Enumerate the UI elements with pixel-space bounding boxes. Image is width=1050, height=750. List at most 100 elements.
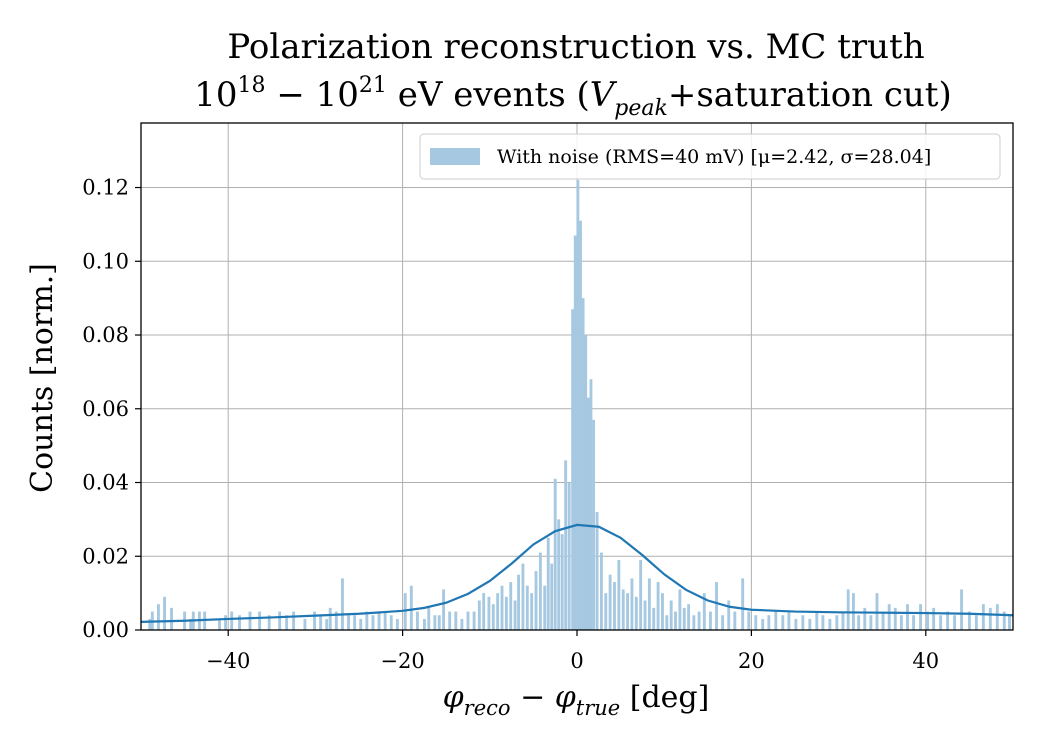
histogram-bar: [170, 607, 173, 630]
histogram-bar: [422, 618, 426, 630]
fit-curve-line: [140, 523, 1014, 623]
histogram-bar: [313, 611, 316, 630]
histogram-bar: [857, 615, 861, 630]
histogram-bar: [377, 611, 381, 630]
histogram-bar: [815, 611, 819, 630]
histogram-bar: [1002, 611, 1006, 630]
histogram-bar: [988, 607, 992, 630]
histogram-bar: [163, 596, 166, 630]
histogram-bars: [148, 180, 1011, 631]
histogram-bar: [530, 593, 534, 630]
axis-ticks: −40 −20 0 20 40 0.00 0.02 0.04 0.06 0.08 0.10 0.12: [82, 176, 939, 673]
histogram-bar: [258, 611, 262, 630]
histogram-bar: [517, 574, 521, 630]
histogram-bar: [359, 618, 363, 630]
x-tick-label: −20: [380, 649, 424, 673]
histogram-bar: [643, 600, 647, 630]
histogram-bar: [846, 589, 850, 630]
histogram-bar: [267, 615, 271, 630]
histogram-bar: [708, 611, 712, 630]
histogram-bar: [626, 593, 630, 630]
histogram-bar: [887, 604, 891, 630]
histogram-bar: [319, 615, 323, 630]
histogram-bar: [692, 615, 696, 630]
histogram-bar: [409, 585, 413, 630]
histogram-bar: [974, 615, 978, 630]
histogram-bar: [721, 615, 725, 630]
histogram-bar: [608, 574, 612, 630]
histogram-bar: [828, 618, 832, 630]
histogram-bar: [415, 611, 419, 630]
histogram-bar: [557, 519, 561, 630]
histogram-bar: [656, 582, 660, 630]
histogram-bar: [821, 615, 825, 630]
histogram-bar: [586, 397, 590, 630]
histogram-bar: [604, 593, 608, 630]
histogram-bar: [454, 611, 458, 630]
y-axis-label: Counts [norm.]: [25, 263, 60, 493]
y-tick-label: 0.02: [82, 544, 129, 568]
y-tick-label: 0.00: [82, 618, 129, 642]
x-axis-label: φreco − φtrue [deg]: [443, 680, 710, 720]
histogram-bar: [674, 611, 677, 630]
histogram-bar: [157, 604, 160, 630]
chart-title-line2: 1018 − 1021 eV events (Vpeak+saturation …: [194, 73, 951, 121]
histogram-bar: [573, 235, 577, 630]
histogram-bar: [863, 607, 867, 630]
histogram-bar: [669, 600, 673, 630]
histogram-bar: [661, 593, 664, 630]
histogram-bar: [466, 611, 470, 630]
histogram-bar: [953, 615, 957, 630]
legend-swatch: [430, 148, 480, 165]
histogram-bar: [546, 537, 550, 630]
histogram-bar: [678, 589, 682, 630]
histogram-bar: [383, 611, 387, 630]
histogram-bar: [328, 607, 332, 630]
histogram-bar: [584, 335, 588, 630]
histogram-bar: [442, 589, 446, 630]
x-tick-label: 0: [570, 649, 583, 673]
histogram-bar: [189, 618, 193, 630]
histogram-bar: [560, 534, 564, 630]
histogram-bar: [579, 220, 582, 631]
histogram-bar: [230, 611, 234, 630]
legend-box: [419, 133, 1001, 180]
y-tick-label: 0.12: [82, 176, 129, 200]
histogram-bar: [613, 582, 616, 630]
histogram-bar: [389, 615, 393, 630]
histogram-bar: [754, 615, 758, 630]
histogram-bar: [148, 618, 152, 630]
histogram-bar: [224, 615, 228, 630]
histogram-bar: [395, 618, 399, 630]
histogram-bar: [500, 585, 504, 630]
histogram-bar: [630, 578, 634, 630]
x-tick-label: 20: [738, 649, 765, 673]
histogram-bar: [567, 482, 571, 630]
histogram-bar: [621, 589, 625, 630]
histogram-bar: [767, 615, 771, 630]
y-tick-label: 0.04: [82, 471, 129, 495]
histogram-bar: [347, 615, 350, 630]
histogram-bar: [371, 615, 375, 630]
histogram-bar: [835, 615, 839, 630]
histogram-bar: [682, 607, 686, 630]
histogram-bar: [334, 611, 338, 630]
histogram-bar: [427, 607, 431, 630]
histogram-bar: [697, 611, 701, 630]
histogram-bar: [576, 180, 580, 631]
histogram-bar: [278, 611, 282, 630]
histogram-bar: [995, 604, 999, 630]
histogram-bar: [652, 607, 656, 630]
histogram-bar: [869, 615, 873, 630]
histogram-bar: [303, 618, 307, 630]
histogram-bar: [340, 578, 344, 630]
histogram-bar: [581, 298, 585, 630]
histogram-bar: [715, 582, 718, 630]
histogram-bar: [592, 419, 596, 630]
histogram-bar: [960, 589, 963, 630]
histogram-bar: [634, 596, 638, 630]
histogram-bar: [967, 611, 971, 630]
histogram-bar: [1008, 615, 1011, 630]
histogram-bar: [238, 615, 241, 630]
